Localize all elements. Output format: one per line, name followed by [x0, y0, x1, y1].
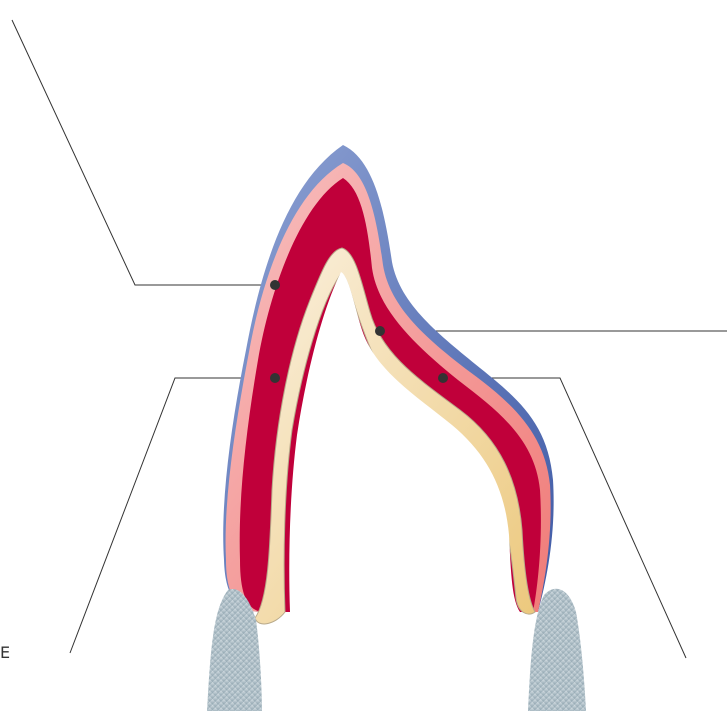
core-layer-marker: [270, 373, 280, 383]
outer-layer-marker: [270, 280, 280, 290]
right-tooth: [528, 588, 586, 711]
leader-line-top-left: [11, 19, 275, 286]
inner-cream-layer: [254, 247, 536, 625]
partial-text-label: E: [0, 643, 11, 662]
left-tooth: [207, 589, 262, 711]
inner-layer-marker: [375, 326, 385, 336]
right-outer-marker: [438, 373, 448, 383]
inner-hollow: [289, 272, 520, 640]
